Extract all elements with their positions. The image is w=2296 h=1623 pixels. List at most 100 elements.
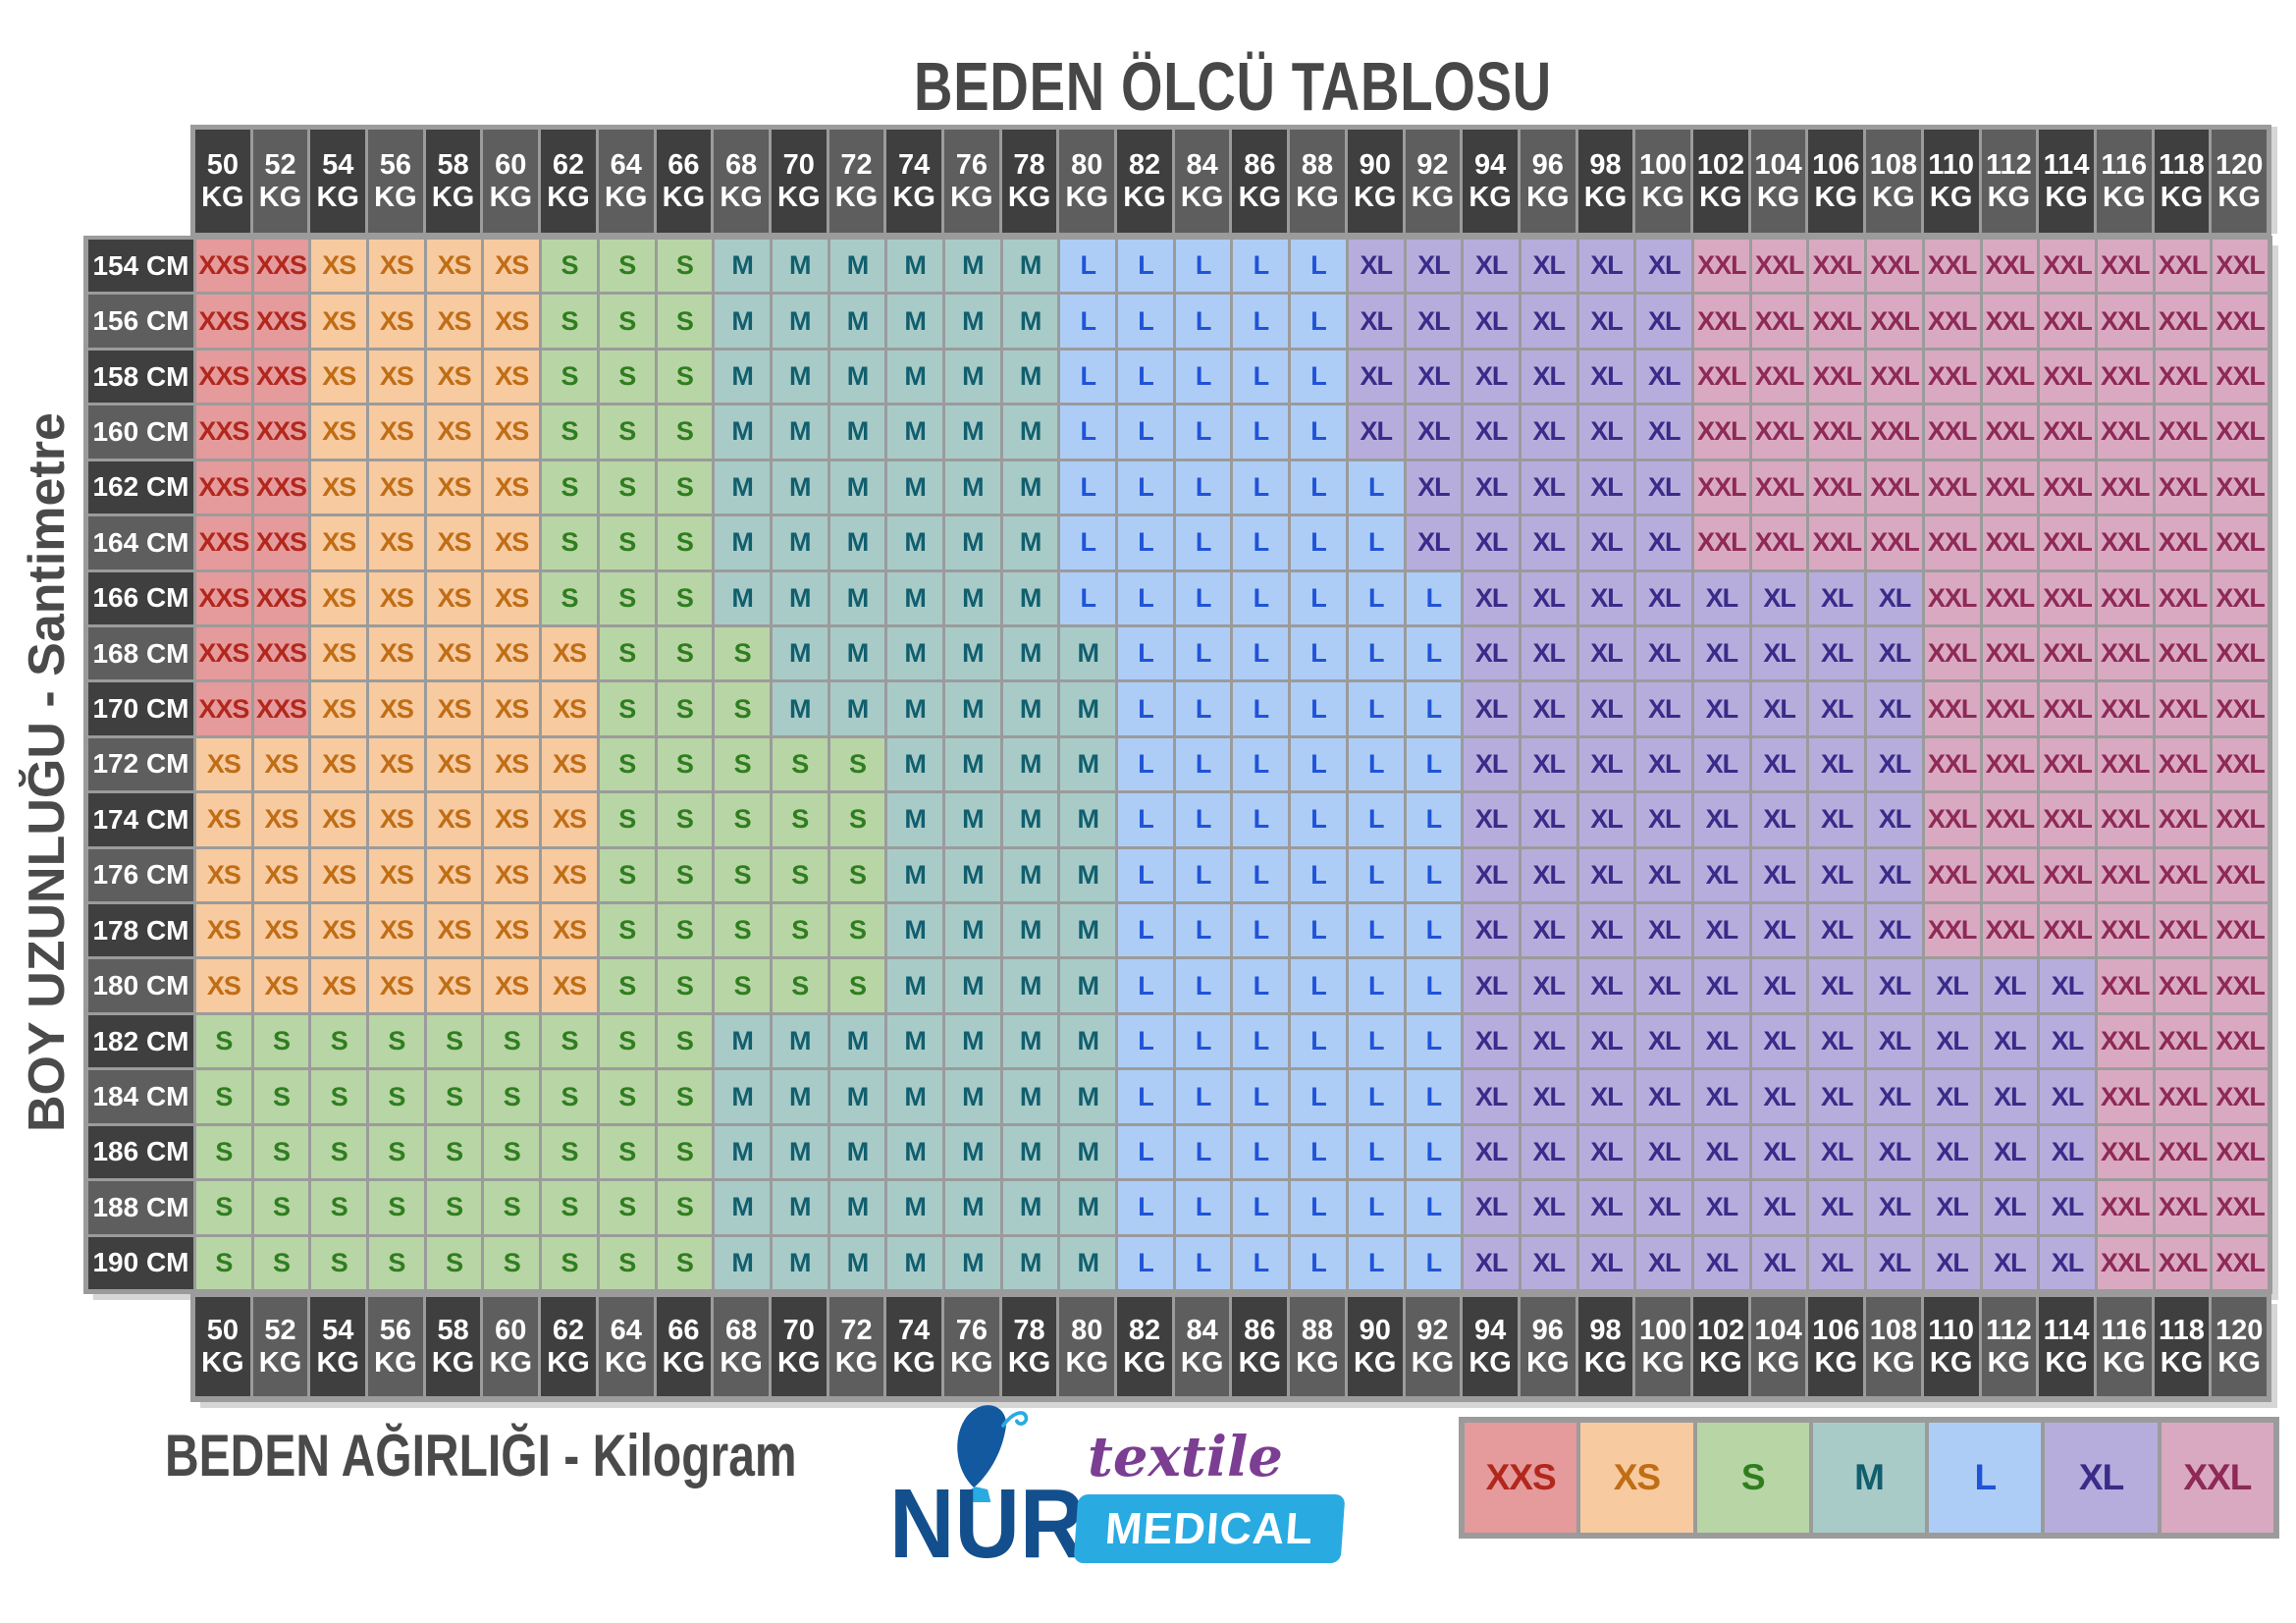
size-cell: XL — [1867, 1125, 1922, 1179]
size-cell: XL — [1694, 571, 1749, 624]
size-cell: S — [484, 1014, 540, 1068]
size-cell: S — [657, 904, 713, 957]
size-cell: S — [542, 516, 597, 569]
size-cell: XXL — [1809, 295, 1865, 348]
size-cell: XS — [484, 904, 540, 957]
size-cell: XL — [1751, 1125, 1807, 1179]
size-cell: M — [1060, 1014, 1116, 1068]
size-cell: XL — [1521, 1236, 1576, 1289]
size-cell: XXS — [196, 460, 251, 514]
size-cell: M — [887, 406, 943, 459]
size-cell: M — [715, 240, 770, 293]
size-cell: L — [1406, 1125, 1462, 1179]
size-cell: L — [1060, 240, 1116, 293]
size-cell: XL — [1809, 793, 1865, 846]
size-cell: XL — [1694, 626, 1749, 680]
size-cell: S — [311, 1125, 367, 1179]
size-cell: M — [945, 626, 1000, 680]
size-cell: XXL — [2155, 737, 2211, 791]
size-cell: XXL — [1924, 406, 1980, 459]
size-cell: XL — [2040, 959, 2095, 1012]
size-cell: L — [1291, 904, 1346, 957]
size-cell: XXL — [1694, 295, 1749, 348]
weight-header-cell: 114 KG — [2039, 130, 2094, 233]
size-cell: XXL — [1694, 460, 1749, 514]
size-cell: S — [657, 460, 713, 514]
size-cell: XXL — [2155, 460, 2211, 514]
size-cell: M — [1002, 959, 1058, 1012]
size-cell: S — [542, 1125, 597, 1179]
size-cell: XXL — [1982, 682, 2038, 735]
size-cell: S — [772, 737, 828, 791]
size-cell: L — [1175, 737, 1231, 791]
size-cell: XXL — [2213, 959, 2268, 1012]
size-cell: XXL — [2155, 1181, 2211, 1234]
weight-header-cell: 78 KG — [1001, 130, 1057, 233]
size-cell: S — [657, 240, 713, 293]
size-cell: XL — [1751, 959, 1807, 1012]
size-cell: XXL — [1982, 571, 2038, 624]
size-cell: M — [887, 904, 943, 957]
size-cell: L — [1291, 1125, 1346, 1179]
size-cell: L — [1291, 682, 1346, 735]
size-cell: M — [887, 1070, 943, 1123]
size-cell: XXS — [253, 682, 309, 735]
size-cell: M — [715, 1236, 770, 1289]
size-cell: XL — [1809, 571, 1865, 624]
size-legend: XXS XS S M L XL XXL — [1459, 1417, 2279, 1539]
size-cell: L — [1118, 571, 1173, 624]
size-cell: XXL — [2097, 848, 2153, 902]
weight-header-cell: 96 KG — [1520, 1297, 1575, 1396]
size-cell: XL — [1521, 1070, 1576, 1123]
size-cell: XXL — [1809, 240, 1865, 293]
size-cell: XL — [1694, 682, 1749, 735]
size-cell: XL — [1982, 959, 2038, 1012]
size-cell: S — [542, 350, 597, 404]
legend-item: XS — [1580, 1423, 1693, 1533]
size-cell: S — [715, 848, 770, 902]
size-cell: XS — [484, 571, 540, 624]
size-cell: XS — [542, 737, 597, 791]
size-cell: L — [1233, 240, 1289, 293]
size-cell: XXL — [2155, 682, 2211, 735]
page-title: BEDEN ÖLCÜ TABLOSU — [913, 48, 1553, 125]
weight-header-cell: 52 KG — [252, 1297, 308, 1396]
size-cell: S — [599, 682, 655, 735]
size-cell: M — [1002, 1181, 1058, 1234]
size-cell: XXL — [1924, 571, 1980, 624]
weight-header-cell: 50 KG — [195, 130, 250, 233]
weight-header-cell: 70 KG — [771, 130, 827, 233]
size-cell: XL — [1636, 406, 1692, 459]
size-cell: XS — [196, 737, 251, 791]
size-cell: S — [657, 1125, 713, 1179]
weight-header-cell: 90 KG — [1347, 1297, 1403, 1396]
weight-header-cell: 78 KG — [1001, 1297, 1057, 1396]
size-cell: XL — [1521, 626, 1576, 680]
size-cell: XXL — [2097, 737, 2153, 791]
size-cell: XL — [2040, 1070, 2095, 1123]
size-cell: M — [945, 793, 1000, 846]
size-cell: XXL — [1982, 626, 2038, 680]
size-cell: XS — [196, 904, 251, 957]
size-cell: S — [369, 1070, 424, 1123]
size-cell: XXL — [2155, 516, 2211, 569]
weight-header-cell: 94 KG — [1463, 130, 1518, 233]
size-cell: XXL — [2213, 460, 2268, 514]
size-cell: XL — [1578, 1236, 1634, 1289]
size-cell: XS — [369, 904, 424, 957]
size-cell: XXL — [2213, 406, 2268, 459]
weight-header-cell: 58 KG — [425, 130, 481, 233]
size-cell: XXL — [2213, 626, 2268, 680]
size-cell: XL — [1464, 295, 1519, 348]
size-cell: L — [1348, 1181, 1404, 1234]
weight-header-cell: 80 KG — [1059, 1297, 1115, 1396]
weight-header-cell: 116 KG — [2096, 1297, 2152, 1396]
size-cell: L — [1406, 904, 1462, 957]
size-cell: S — [657, 1236, 713, 1289]
size-cell: XXL — [2097, 1236, 2153, 1289]
weight-header-cell: 110 KG — [1923, 130, 1979, 233]
size-cell: XXL — [2040, 350, 2095, 404]
size-cell: S — [772, 848, 828, 902]
size-cell: XL — [1521, 350, 1576, 404]
weight-header-cell: 90 KG — [1347, 130, 1403, 233]
